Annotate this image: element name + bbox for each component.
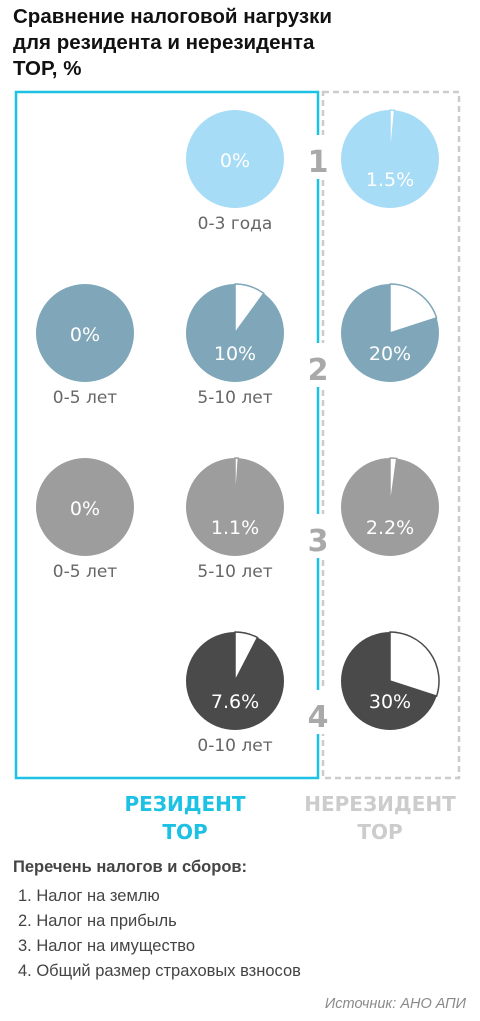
pie-value-label: 0%	[70, 498, 100, 520]
tax-list-item: 2. Налог на прибыль	[18, 912, 177, 930]
pie-tax-share	[389, 631, 440, 698]
pie-tax-share	[234, 631, 259, 682]
pie-tax-share	[234, 283, 265, 336]
resident-frame	[14, 90, 320, 780]
pie-tax-share	[389, 109, 396, 160]
nonresident-frame	[321, 90, 461, 780]
period-label: 0-10 лет	[197, 736, 272, 756]
tax-list-item: 3. Налог на имущество	[18, 937, 196, 955]
row-number-gap	[308, 690, 328, 734]
period-label: 0-5 лет	[53, 562, 117, 582]
source-note: Источник: АНО АПИ	[324, 996, 466, 1012]
tax-list-title: Перечень налогов и сборов:	[13, 858, 248, 876]
tax-list-item: 1. Налог на землю	[18, 887, 160, 905]
resident-column-label: РЕЗИДЕНТ ТОР	[124, 792, 246, 844]
pie-tax-share	[389, 283, 438, 335]
pie-tax-share	[389, 457, 398, 508]
pie-value-label: 20%	[369, 343, 411, 365]
nonresident-column-label: НЕРЕЗИДЕНТ ТОР	[304, 792, 456, 844]
pie-value-label: 0%	[220, 150, 250, 172]
pie-value-label: 2.2%	[366, 517, 414, 539]
pie-slice	[36, 284, 134, 382]
period-label: 5-10 лет	[197, 388, 272, 408]
tax-list: 1. Налог на землю 2. Налог на прибыль 3.…	[18, 884, 301, 984]
chart-title: Сравнение налоговой нагрузки для резиден…	[13, 5, 332, 80]
row-number: 1	[308, 145, 329, 180]
pie-value-label: 10%	[214, 343, 256, 365]
pie-slice	[186, 110, 284, 208]
row-number-gap	[308, 135, 328, 179]
pie-value-label: 7.6%	[211, 691, 259, 713]
pie-tax-share	[234, 457, 240, 508]
row-number: 4	[308, 700, 329, 735]
row-number-gap	[308, 343, 328, 387]
pie-value-label: 30%	[369, 691, 411, 713]
row-number: 2	[308, 353, 329, 388]
row-number-gap	[308, 514, 328, 558]
period-label: 0-3 года	[198, 214, 273, 234]
row-number: 3	[308, 524, 329, 559]
pie-value-label: 1.1%	[211, 517, 259, 539]
pie-value-label: 1.5%	[366, 169, 414, 191]
period-label: 0-5 лет	[53, 388, 117, 408]
tax-list-item: 4. Общий размер страховых взносов	[18, 962, 301, 980]
pie-value-label: 0%	[70, 324, 100, 346]
pie-slice	[36, 458, 134, 556]
period-label: 5-10 лет	[197, 562, 272, 582]
